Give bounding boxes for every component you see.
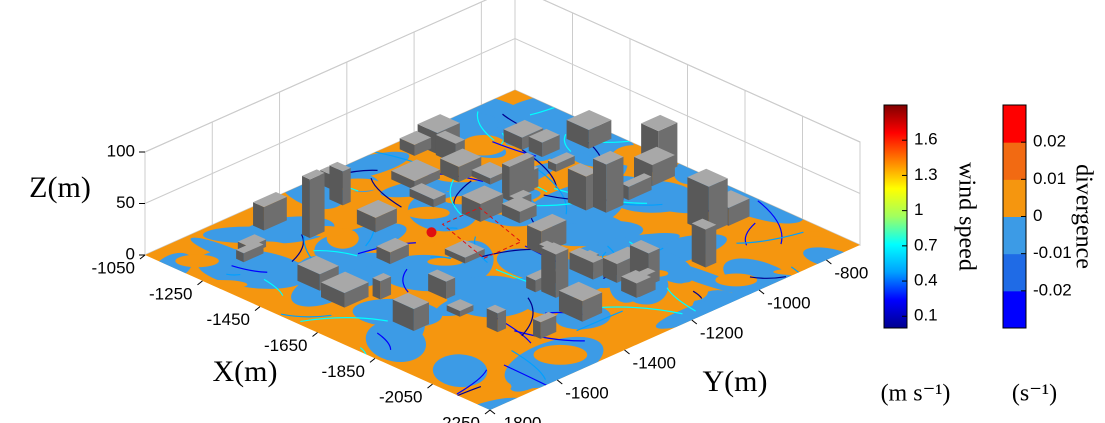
building-side — [541, 248, 556, 298]
colorbar-tick-label: -0.01 — [1033, 243, 1072, 262]
colorbar-tick-label: 1.3 — [914, 165, 938, 184]
building-side — [606, 157, 623, 213]
building-side — [498, 310, 506, 332]
colorbar-tick-label: 0.01 — [1033, 169, 1066, 188]
colorbar-fill — [884, 105, 907, 328]
colorbar-tick-label: -0.02 — [1033, 280, 1072, 299]
x-tick-label: -1850 — [322, 362, 365, 381]
colorbar-band — [1003, 217, 1026, 255]
building-side — [343, 168, 351, 206]
y-tick-label: -1800 — [498, 413, 541, 423]
colorbar-tick-label: 0.7 — [914, 235, 938, 254]
colorbar-band — [1003, 105, 1026, 143]
y-tick — [759, 290, 764, 294]
building-side — [373, 278, 381, 300]
z-tick-label: 0 — [126, 244, 135, 263]
building-side — [310, 173, 325, 238]
divergence-patch — [175, 255, 219, 268]
colorbar-band — [1003, 142, 1026, 180]
colorbar-band — [1003, 179, 1026, 217]
building-side — [329, 165, 342, 205]
colorbar-tick-label: 0.02 — [1033, 132, 1066, 151]
x-tick-label: -1250 — [149, 284, 192, 303]
x-tick — [198, 281, 203, 285]
colorbar-label: divergence — [1070, 164, 1096, 269]
colorbar-tick-label: 0.4 — [914, 271, 938, 290]
x-axis-label: X(m) — [213, 355, 278, 388]
x-tick-label: -1450 — [207, 310, 250, 329]
x-tick — [255, 307, 260, 311]
colorbar-unit: (s⁻¹) — [1012, 381, 1057, 407]
y-tick — [625, 350, 630, 354]
y-tick — [557, 380, 562, 384]
y-tick-label: -1000 — [767, 293, 810, 312]
colorbar-unit: (m s⁻¹) — [881, 381, 951, 407]
colorbar-tick-label: 0.1 — [914, 306, 938, 325]
x-tick-label: -1650 — [264, 336, 307, 355]
colorbar-band — [1003, 254, 1026, 292]
building-side — [692, 223, 706, 267]
divergence-patch — [481, 381, 511, 393]
marker-point — [427, 227, 437, 237]
divergence-patch — [715, 274, 757, 287]
building-side — [593, 159, 606, 213]
building-side — [706, 225, 717, 268]
z-tick-label: 100 — [107, 141, 135, 160]
divergence-patch — [534, 345, 588, 365]
building-side — [302, 176, 310, 238]
y-tick — [490, 410, 495, 414]
building-side — [533, 319, 541, 339]
divergence-patch — [192, 280, 248, 289]
y-tick-label: -1400 — [633, 353, 676, 372]
y-tick — [692, 320, 697, 324]
x-tick — [428, 384, 433, 388]
x-tick — [313, 333, 318, 337]
z-tick-label: 50 — [116, 193, 135, 212]
colorbar-band — [1003, 291, 1026, 329]
colorbar-label: wind speed — [953, 162, 979, 271]
building-side — [253, 202, 264, 230]
divergence-patch — [406, 207, 450, 219]
y-tick-label: -800 — [834, 263, 868, 282]
figure: -1050-1250-1450-1650-1850-2050-2250-1800… — [0, 0, 1105, 423]
x-tick-label: -2050 — [379, 388, 422, 407]
colorbars: 0.1 0.4 0.7 1 1.3 1.6 wind speed (m s⁻¹) -0.02 -0… — [881, 105, 1097, 407]
y-tick-label: -1200 — [700, 323, 743, 342]
y-tick-label: -1600 — [565, 383, 608, 402]
x-tick-label: -2250 — [437, 413, 480, 423]
y-axis-label: Y(m) — [703, 365, 768, 398]
divergence-patch — [673, 282, 708, 301]
z-axis-label: Z(m) — [29, 171, 91, 204]
colorbar-tick-label: 0 — [1033, 206, 1042, 225]
colorbar-tick-label: 1.6 — [914, 130, 938, 149]
x-tick — [140, 255, 145, 259]
y-tick — [826, 260, 831, 264]
colorbar-tick-label: 1 — [914, 200, 923, 219]
x-tick — [485, 410, 490, 414]
x-tick — [370, 358, 375, 362]
